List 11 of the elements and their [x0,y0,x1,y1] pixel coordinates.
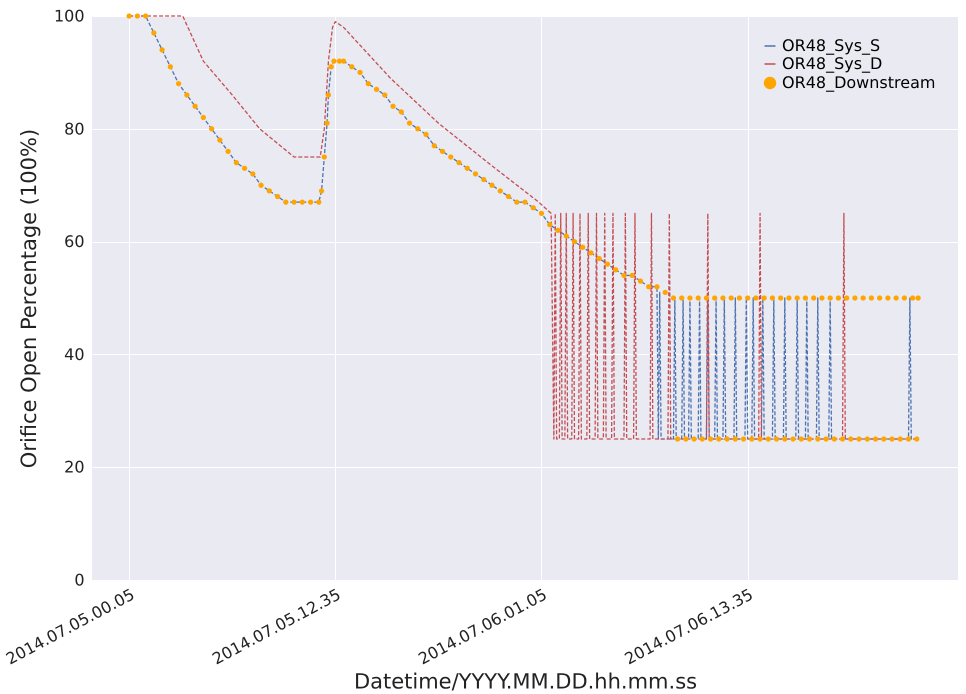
y-tick-label: 0 [74,570,84,590]
y-axis-title: Orifice Open Percentage (100%) [16,128,41,468]
y-tick-label: 40 [64,344,84,364]
y-tick-label: 80 [64,119,84,138]
y-tick-label: 100 [54,6,84,26]
legend-label: OR48_Sys_S [782,36,880,55]
y-tick-label: 20 [64,458,84,477]
x-axis-title: Datetime/YYYY.MM.DD.hh.mm.ss [354,670,698,694]
y-tick-label: 60 [64,232,84,252]
legend-label: OR48_Downstream [782,73,936,92]
legend-label: OR48_Sys_D [782,54,882,73]
